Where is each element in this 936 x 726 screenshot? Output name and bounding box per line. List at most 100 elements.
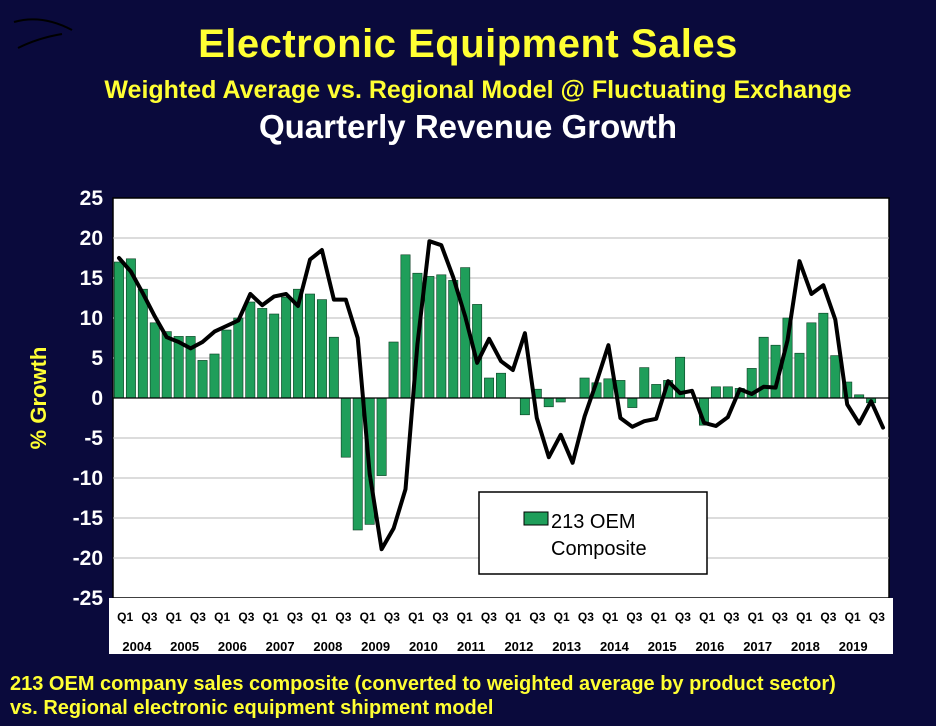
bar [340, 397, 351, 458]
page-title: Electronic Equipment Sales [198, 22, 738, 66]
page-subtitle: Weighted Average vs. Regional Model @ Fl… [104, 76, 852, 104]
x-quarter-tick-label: Q3 [772, 610, 788, 624]
bar [651, 384, 662, 399]
bar [269, 313, 280, 399]
x-year-tick-label: 2012 [504, 639, 533, 654]
x-quarter-tick-label: Q3 [141, 610, 157, 624]
line-series [117, 239, 885, 552]
bar [257, 308, 268, 399]
x-quarter-tick-label: Q1 [699, 610, 715, 624]
bar [806, 322, 817, 399]
y-tick-label: 0 [91, 387, 103, 410]
x-year-tick-label: 2011 [457, 639, 485, 654]
x-year-tick-label: 2019 [839, 639, 868, 654]
x-year-tick-label: 2017 [743, 639, 772, 654]
x-quarter-tick-label: Q3 [869, 610, 885, 624]
x-quarter-tick-label: Q1 [748, 610, 764, 624]
x-quarter-tick-label: Q3 [384, 610, 400, 624]
y-tick-label: 25 [80, 187, 104, 210]
x-quarter-tick-label: Q3 [578, 610, 594, 624]
bar [209, 353, 220, 399]
bar [794, 352, 805, 399]
x-quarter-tick-label: Q3 [287, 610, 303, 624]
x-quarter-tick-label: Q1 [214, 610, 230, 624]
x-quarter-tick-labels: Q1 Q3 Q1 Q3 Q1 Q3 Q1 Q3 Q1 Q3 Q1 Q3 Q1 Q3 Q1 Q3 Q1 Q3 Q1 Q3… [117, 610, 885, 624]
y-tick-labels: 25 20 15 10 5 0 -5 -10 -15 -20 -25 [73, 187, 104, 610]
x-year-tick-labels: 2004 2005 2006 2007 2008 2009 2010 2011 2012 2013… [122, 639, 867, 654]
bar [722, 386, 733, 399]
x-year-tick-label: 2013 [552, 639, 581, 654]
x-quarter-tick-label: Q3 [820, 610, 836, 624]
y-tick-label: 20 [80, 227, 103, 250]
bar [519, 397, 530, 416]
x-axis-band [109, 598, 893, 654]
y-tick-label: 5 [91, 347, 103, 370]
bar [484, 377, 495, 399]
y-tick-label: -25 [73, 587, 104, 610]
footer-line-1: 213 OEM company sales composite (convert… [10, 673, 836, 695]
bar [376, 397, 387, 476]
x-year-tick-label: 2004 [122, 639, 152, 654]
bar [197, 360, 208, 399]
bar [114, 261, 124, 399]
bar [496, 372, 506, 399]
y-tick-label: -15 [73, 507, 104, 530]
chart-title: Quarterly Revenue Growth [258, 108, 678, 145]
x-quarter-tick-label: Q1 [311, 610, 327, 624]
x-quarter-tick-label: Q3 [432, 610, 448, 624]
x-quarter-tick-label: Q3 [238, 610, 254, 624]
x-quarter-tick-label: Q3 [481, 610, 497, 624]
x-quarter-tick-label: Q1 [166, 610, 182, 624]
x-quarter-tick-label: Q3 [626, 610, 642, 624]
x-quarter-tick-label: Q3 [335, 610, 351, 624]
bar [603, 378, 614, 399]
bar [424, 276, 435, 399]
x-quarter-tick-label: Q3 [723, 610, 739, 624]
y-tick-label: -10 [73, 467, 103, 490]
x-quarter-tick-label: Q1 [845, 610, 861, 624]
bar [710, 386, 721, 399]
bar [579, 377, 590, 399]
bar [221, 329, 232, 399]
bar [328, 336, 339, 399]
bar [627, 397, 638, 408]
x-quarter-tick-label: Q1 [796, 610, 812, 624]
x-quarter-tick-label: Q1 [554, 610, 570, 624]
legend-label-line2: Composite [551, 538, 647, 560]
x-quarter-tick-label: Q1 [117, 610, 133, 624]
x-year-tick-label: 2008 [313, 639, 342, 654]
x-quarter-tick-label: Q3 [529, 610, 545, 624]
y-tick-label: 15 [80, 267, 104, 290]
x-quarter-tick-label: Q1 [457, 610, 473, 624]
x-year-tick-label: 2006 [218, 639, 247, 654]
x-year-tick-label: 2009 [361, 639, 390, 654]
bar [161, 331, 172, 399]
x-year-tick-label: 2015 [648, 639, 677, 654]
x-quarter-tick-label: Q1 [505, 610, 521, 624]
x-quarter-tick-label: Q1 [651, 610, 667, 624]
x-year-tick-label: 2018 [791, 639, 820, 654]
footer-note: 213 OEM company sales composite (convert… [10, 672, 930, 720]
bar [305, 293, 315, 399]
bar [448, 280, 459, 399]
bar [137, 288, 148, 399]
bar [436, 274, 447, 399]
x-quarter-tick-label: Q1 [360, 610, 376, 624]
bar [543, 397, 554, 408]
bar [149, 322, 160, 399]
bar [400, 254, 411, 399]
decorative-strokes [13, 18, 73, 49]
bar [245, 301, 256, 399]
x-quarter-tick-label: Q3 [675, 610, 691, 624]
y-tick-label: 10 [80, 307, 103, 330]
x-year-tick-label: 2016 [695, 639, 724, 654]
legend-swatch [523, 511, 549, 526]
bar [639, 367, 650, 399]
x-year-tick-label: 2005 [170, 639, 199, 654]
legend-label-line1: 213 OEM [551, 511, 635, 533]
x-quarter-tick-label: Q1 [408, 610, 424, 624]
legend: 213 OEM Composite [478, 491, 708, 575]
x-year-tick-label: 2010 [409, 639, 438, 654]
x-year-tick-label: 2014 [600, 639, 630, 654]
